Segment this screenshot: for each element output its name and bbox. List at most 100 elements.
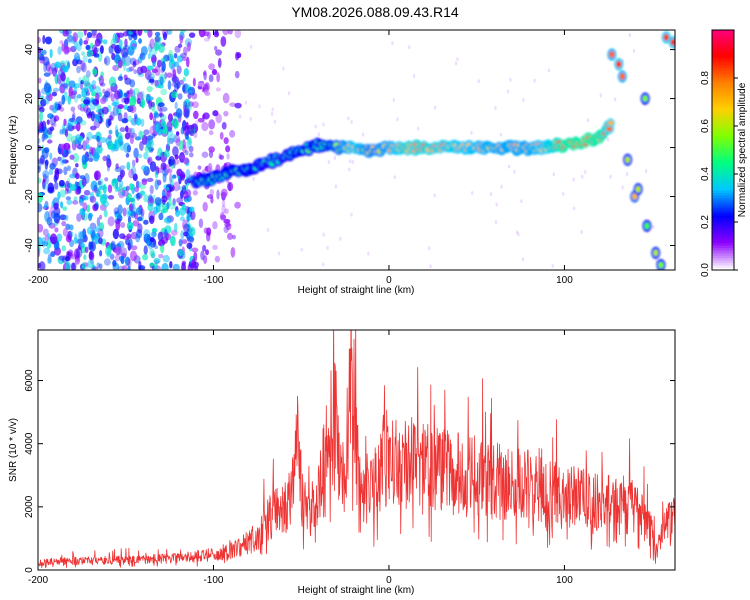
spectrogram-noise-cell [61,43,65,52]
spectrogram-noise-cell [317,132,321,137]
spectrogram-noise-cell [139,184,146,190]
spectrogram-noise-cell [88,250,93,261]
spectrogram-noise-cell [38,261,46,270]
spectrogram-noise-cell [580,230,583,235]
spectrogram-noise-cell [110,43,117,49]
spectrogram-noise-cell [128,96,137,107]
spectrogram-noise-cell [58,255,66,261]
spectrogram-noise-cell [39,111,43,122]
spectrogram-noise-cell [38,106,45,113]
spectrogram-noise-cell [391,41,394,46]
colorbar-tick-label: 0.6 [700,119,711,133]
colorbar-strip [712,147,734,151]
figure-title: YM08.2026.088.09.43.R14 [291,4,459,20]
spectrogram-noise-cell [61,220,67,227]
spectrogram-noise-cell [66,250,70,260]
colorbar-strip [712,135,734,139]
spectrogram-noise-cell [53,202,59,210]
spectrogram-blob [632,193,638,200]
spectrogram-noise-cell [130,197,136,207]
colorbar-strip [712,222,734,226]
spectrogram-noise-cell [172,174,177,179]
spectrogram-noise-cell [41,182,49,191]
spectrogram-noise-cell [207,162,213,174]
spectrogram-noise-cell [43,247,51,255]
spectrogram-noise-cell [393,175,397,180]
colorbar-strip [712,57,734,61]
spectrogram-noise-cell [189,206,195,213]
spectrogram-noise-cell [132,87,140,96]
snr-x-label: Height of straight line (km) [298,585,415,596]
spectrogram-noise-cell [88,157,94,162]
spectrogram-noise-cell [173,52,178,59]
colorbar-strip [712,267,734,271]
spectrogram-noise-cell [154,179,159,191]
spectrogram-noise-cell [117,76,124,82]
spectrogram-noise-cell [103,209,108,218]
spectrogram-noise-cell [184,98,191,109]
spectrogram-noise-cell [79,106,86,112]
spectrogram-noise-cell [143,129,150,136]
spectrogram-noise-cell [66,34,73,43]
spectrogram-noise-cell [181,239,188,245]
spectrogram-noise-cell [396,117,399,122]
spectrogram-noise-cell [215,87,221,92]
spectrogram-noise-cell [49,104,55,111]
spectrogram-noise-cell [126,207,131,218]
spectrogram-noise-cell [153,206,158,215]
spectrogram-noise-cell [212,221,218,230]
spectrogram-noise-cell [61,255,69,264]
spectrogram-noise-cell [82,262,86,270]
colorbar-strip [712,42,734,46]
snr-y-axis: 0 2000 4000 6000 [24,369,675,573]
spectrogram-noise-cell [83,189,91,196]
spectrogram-noise-cell [168,53,174,63]
spectrogram-noise-cell [495,202,498,207]
spectrogram-noise-cell [38,192,44,204]
spectrogram-noise-cell [57,255,65,265]
spectrogram-noise-cell [47,139,53,144]
spectrogram-noise-cell [133,69,138,75]
spectrogram-noise-cell [76,144,84,150]
spectrogram-noise-cell [221,199,226,208]
spectrogram-noise-cell [76,59,83,65]
spectrogram-noise-cell [220,36,227,47]
spectrogram-noise-cell [138,130,143,140]
spectrogram-noise-cell [119,233,126,240]
spectrogram-noise-cell [621,185,624,190]
spectrogram-noise-cell [168,196,172,207]
spectrogram-noise-cell [135,157,139,163]
colorbar-strip [712,165,734,169]
spectrogram-noise-cell [136,216,143,222]
spectrogram-noise-cell [63,118,67,126]
colorbar-strip [712,140,734,144]
colorbar-strip [712,100,734,104]
spectrogram-noise-cell [157,231,164,242]
spectrogram-noise-cell [226,153,230,160]
spectrogram-noise-cell [124,132,131,140]
spectrogram-noise-cell [122,207,127,217]
spectrogram-noise-cell [163,229,168,238]
spectrogram-noise-cell [148,43,153,53]
spectrogram-noise-cell [191,258,196,269]
spectrogram-noise-cell [223,225,229,234]
colorbar-strip [712,190,734,194]
spectrogram-noise-cell [139,52,146,61]
spectrogram-blob [616,60,622,68]
spectrogram-noise-cell [54,182,59,190]
spectrogram-noise-cell [129,79,136,88]
colorbar-strip [712,77,734,81]
spectrogram-noise-cell [88,212,93,219]
spectrogram-noise-cell [192,77,196,87]
spectrogram-noise-cell [244,100,248,105]
spectrogram-noise-cell [367,251,370,256]
spectrogram-noise-cell [408,45,411,50]
spectrogram-noise-cell [56,218,60,225]
spectrogram-noise-cell [580,174,584,179]
spectrogram-noise-cell [162,254,170,263]
spectrogram-noise-cell [138,38,142,44]
spectrogram-noise-cell [322,262,325,267]
spectrogram-noise-cell [225,145,231,153]
colorbar-strip [712,115,734,119]
spectrogram-noise-cell [83,254,87,261]
